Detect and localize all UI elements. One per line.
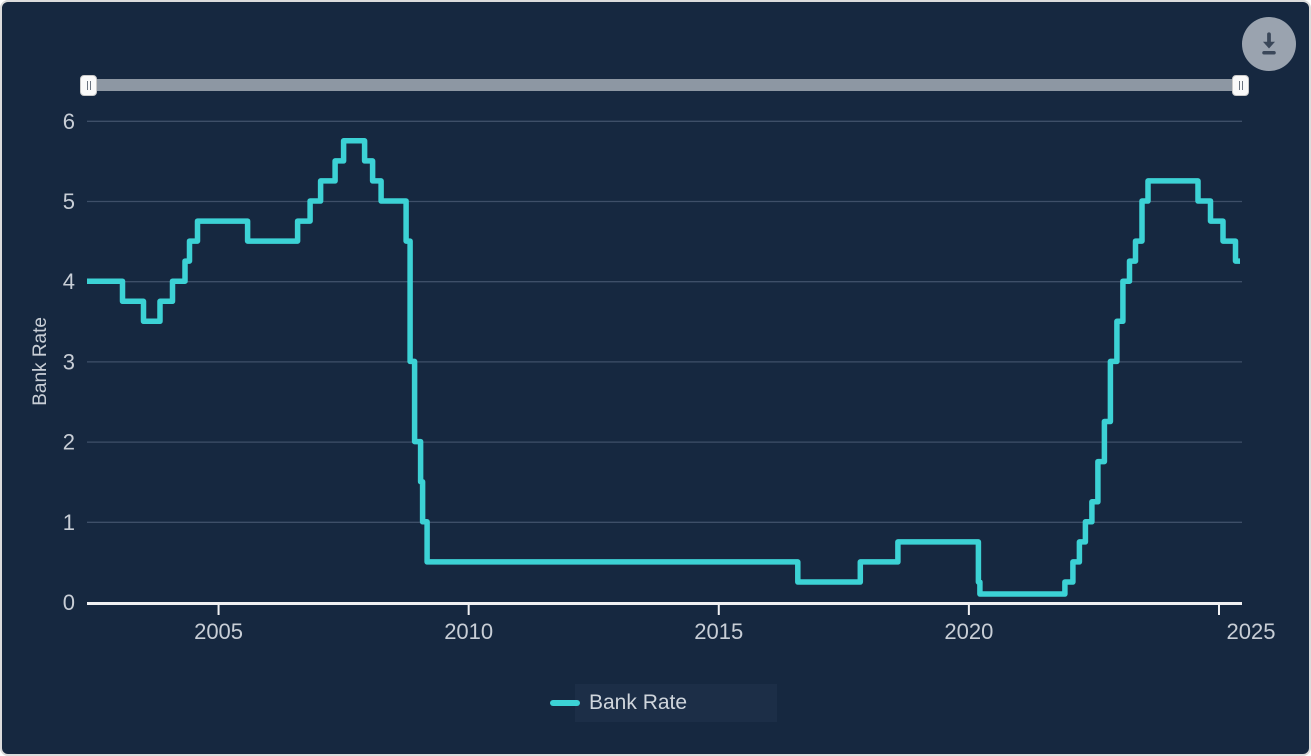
legend-series-dash	[550, 700, 580, 706]
download-button[interactable]	[1242, 17, 1296, 71]
x-tick-label-2010: 2010	[444, 619, 493, 644]
series-line-bank-rate	[87, 138, 1240, 597]
y-axis-title: Bank Rate	[30, 317, 51, 406]
range-slider-handle-min[interactable]	[80, 75, 97, 96]
range-slider-track[interactable]	[88, 79, 1241, 91]
y-tick-label-3: 3	[63, 349, 75, 374]
range-slider-handle-max[interactable]	[1232, 75, 1249, 96]
y-tick-label-4: 4	[63, 269, 75, 294]
legend-item-bank-rate[interactable]: Bank Rate	[540, 684, 697, 722]
x-tick-label-2025: 2025	[1227, 619, 1276, 644]
legend-series-label: Bank Rate	[589, 691, 688, 714]
legend-highlight	[575, 684, 777, 722]
download-icon	[1262, 32, 1276, 55]
y-tick-label-5: 5	[63, 189, 75, 214]
y-tick-label-6: 6	[63, 109, 75, 134]
x-tick-label-2005: 2005	[194, 619, 243, 644]
y-tick-label-2: 2	[63, 430, 75, 455]
x-tick-label-2015: 2015	[694, 619, 743, 644]
y-tick-label-0: 0	[63, 590, 75, 615]
range-slider	[80, 74, 1249, 96]
x-tick-label-2020: 2020	[944, 619, 993, 644]
y-tick-label-1: 1	[63, 510, 75, 535]
